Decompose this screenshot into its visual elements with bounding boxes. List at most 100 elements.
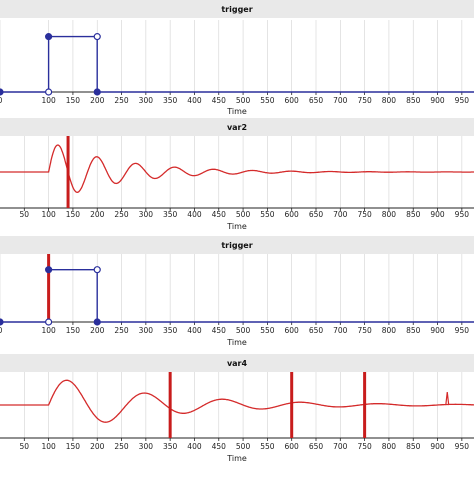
x-tick-label: 300 [139,96,154,105]
x-tick-label: 800 [382,210,397,219]
x-tick-label: 800 [382,326,397,335]
x-tick-label: 850 [406,210,421,219]
series-line [0,35,474,93]
x-tick-label: 400 [187,96,202,105]
x-tick-label: 650 [309,442,324,451]
data-point [45,33,53,41]
x-tick-label: 300 [139,210,154,219]
x-tick-label: 850 [406,326,421,335]
x-tick-label: 900 [430,96,445,105]
x-tick-label: 700 [333,210,348,219]
chart-title: var2 [227,123,247,132]
x-tick-label: 200 [90,326,105,335]
x-axis-label: Time [226,222,247,231]
x-tick-label: 300 [139,442,154,451]
x-tick-label: 800 [382,96,397,105]
series-line [0,269,474,323]
x-tick-label: 50 [20,442,30,451]
x-tick-label: 750 [357,96,372,105]
x-tick-label: 900 [430,210,445,219]
signal-line [0,144,474,193]
x-tick-label: 500 [236,326,251,335]
x-tick-label: 250 [114,442,129,451]
chart-panel-1: trigger 0 100 150 200 250 300 350 400 450 500 550 60… [0,0,474,116]
x-tick-label: 950 [455,96,470,105]
x-tick-label: 500 [236,210,251,219]
x-tick-label: 400 [187,442,202,451]
x-tick-label: 50 [20,210,30,219]
x-tick-label: 750 [357,210,372,219]
chart-title-bar [0,354,474,372]
x-tick-label: 350 [163,96,178,105]
x-tick-label: 600 [285,442,300,451]
data-point [93,88,101,96]
x-tick-label: 300 [139,326,154,335]
data-point [0,88,4,96]
x-tick-label: 200 [90,96,105,105]
x-tick-label: 150 [66,96,81,105]
x-tick-label: 150 [66,442,81,451]
chart-title-bar [0,236,474,254]
x-tick-label: 400 [187,326,202,335]
x-tick-label: 150 [66,210,81,219]
x-tick-label: 350 [163,326,178,335]
x-tick-label: 850 [406,442,421,451]
x-tick-label: 0 [0,96,3,105]
x-tick-label: 500 [236,96,251,105]
x-tick-label: 600 [285,326,300,335]
x-tick-label: 950 [455,442,470,451]
x-tick-label: 200 [90,210,105,219]
x-axis-label: Time [226,107,247,116]
x-tick-label: 550 [260,96,275,105]
x-axis-label: Time [226,338,247,347]
x-tick-label: 100 [41,442,56,451]
x-tick-label: 950 [455,210,470,219]
x-tick-label: 100 [41,326,56,335]
x-tick-label: 850 [406,96,421,105]
chart-panel-4: var4 50 100 150 200 250 300 350 400 450 500 550 600 6… [0,354,474,463]
x-tick-label: 250 [114,210,129,219]
chart-panel-3: trigger 0 100 150 200 250 300 350 400 450 500 550 60… [0,236,474,347]
signal-spike [445,391,450,406]
data-point [45,318,53,326]
x-tick-label: 550 [260,442,275,451]
x-tick-label: 250 [114,96,129,105]
x-tick-label: 200 [90,442,105,451]
x-tick-label: 600 [285,96,300,105]
x-tick-label: 700 [333,442,348,451]
chart-title: trigger [221,5,252,14]
x-tick-label: 550 [260,210,275,219]
chart-title-bar [0,0,474,18]
x-tick-label: 0 [0,326,3,335]
x-tick-label: 400 [187,210,202,219]
x-tick-label: 750 [357,326,372,335]
x-tick-label: 800 [382,442,397,451]
x-tick-label: 900 [430,442,445,451]
x-tick-label: 700 [333,326,348,335]
data-point [0,318,4,326]
data-point [93,318,101,326]
x-axis-label: Time [226,454,247,463]
x-tick-label: 350 [163,442,178,451]
x-tick-label: 650 [309,210,324,219]
x-tick-label: 450 [212,442,227,451]
chart-panel-2: var2 50 100 150 200 250 300 350 400 450 500 550 600 6… [0,118,474,231]
x-tick-label: 450 [212,210,227,219]
x-tick-label: 900 [430,326,445,335]
data-point [93,266,101,274]
x-tick-label: 250 [114,326,129,335]
chart-title-bar [0,118,474,136]
x-tick-label: 500 [236,442,251,451]
x-tick-label: 650 [309,326,324,335]
chart-title: var4 [227,359,248,368]
x-tick-label: 350 [163,210,178,219]
x-tick-label: 450 [212,96,227,105]
data-point [45,266,53,274]
x-tick-label: 650 [309,96,324,105]
x-tick-label: 150 [66,326,81,335]
data-point [45,88,53,96]
chart-title: trigger [221,241,252,250]
x-tick-label: 700 [333,96,348,105]
x-tick-label: 450 [212,326,227,335]
